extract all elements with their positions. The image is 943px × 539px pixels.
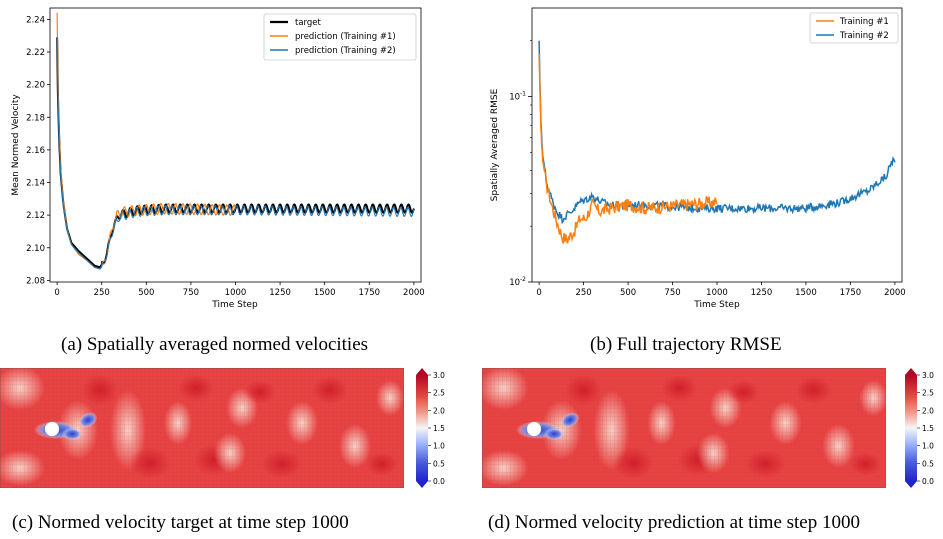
colorbar-tick-label: 2.0 — [922, 406, 934, 415]
series-line-a-1 — [56, 12, 237, 270]
colorbar-tick-label: 1.5 — [922, 424, 934, 433]
xtick-label-b: 750 — [664, 288, 680, 298]
colorbar-tick-label: 3.0 — [922, 371, 934, 380]
xtick-label-a: 1000 — [225, 288, 247, 298]
xtick-label-a: 500 — [138, 288, 154, 298]
colorbar-tick-label: 3.0 — [433, 371, 445, 380]
legend-b-train2: Training #2 — [839, 31, 889, 41]
xtick-label-a: 1500 — [314, 288, 336, 298]
xlabel-b: Time Step — [693, 300, 740, 310]
colorbar-tick-label: 0.0 — [433, 477, 445, 486]
caption-d: (d) Normed velocity prediction at time s… — [488, 512, 860, 533]
colorbar-tick-label: 2.0 — [433, 406, 445, 415]
xlabel-a: Time Step — [211, 300, 258, 310]
ylabel-b: Spatially Averaged RMSE — [490, 88, 500, 201]
ytick-label-b: 10-1 — [509, 91, 526, 103]
colorbar-tick-label: 1.0 — [433, 442, 445, 451]
plot-frame-b — [531, 7, 903, 283]
xtick-label-b: 250 — [575, 288, 591, 298]
ytick-label-a: 2.24 — [26, 15, 45, 25]
colorbar-tick-label: 2.5 — [433, 389, 445, 398]
cylinder-obstacle — [44, 421, 60, 437]
xtick-label-b: 1750 — [840, 288, 862, 298]
ytick-label-a: 2.18 — [26, 113, 45, 123]
ytick-label-a: 2.08 — [26, 276, 45, 286]
ytick-label-a: 2.14 — [26, 179, 45, 189]
ytick-label-b: 10-2 — [509, 276, 526, 288]
field-target — [0, 368, 404, 488]
xtick-label-a: 0 — [54, 288, 59, 298]
series-line-a-2 — [56, 37, 415, 270]
xtick-label-a: 1750 — [358, 288, 380, 298]
colorbar-target: 3.0 2.5 2.0 1.5 1.0 0.5 0.0 — [416, 368, 445, 488]
caption-b: (b) Full trajectory RMSE — [590, 334, 782, 355]
series-line-b-0 — [538, 53, 718, 244]
xtick-label-b: 1000 — [706, 288, 728, 298]
ytick-label-a: 2.22 — [26, 48, 45, 58]
legend-a-pred1: prediction (Training #1) — [295, 32, 396, 42]
xtick-label-a: 1250 — [269, 288, 291, 298]
colorbar-prediction: 3.0 2.5 2.0 1.5 1.0 0.5 0.0 — [905, 368, 934, 488]
colorbar-tick-label: 1.0 — [922, 442, 934, 451]
ytick-label-a: 2.16 — [26, 146, 45, 156]
chart-mean-normed-velocity: 2.08 2.10 2.12 2.14 2.16 2.18 2.20 2.22 2.24 0 25… — [11, 7, 425, 310]
chart-rmse: 10-210-1 0 250 500 750 1000 1250 1500 1750 2000 … — [490, 7, 906, 310]
xtick-label-b: 2000 — [884, 288, 906, 298]
ytick-label-a: 2.20 — [26, 81, 45, 91]
xtick-label-b: 1250 — [751, 288, 773, 298]
colorbar-tick-label: 0.5 — [433, 459, 445, 468]
legend-b: Training #1 Training #2 — [809, 12, 899, 44]
legend-a-target: target — [295, 18, 322, 28]
caption-c: (c) Normed velocity target at time step … — [12, 512, 349, 533]
xtick-label-b: 0 — [536, 288, 541, 298]
legend-b-train1: Training #1 — [839, 17, 889, 27]
ytick-label-a: 2.12 — [26, 211, 45, 221]
colorbar-tick-label: 2.5 — [922, 389, 934, 398]
colorbar-tick-label: 1.5 — [433, 424, 445, 433]
xtick-label-b: 1500 — [795, 288, 817, 298]
xtick-label-a: 2000 — [403, 288, 425, 298]
series-line-b-1 — [538, 40, 896, 225]
legend-a: target prediction (Training #1) predicti… — [263, 13, 417, 61]
legend-a-pred2: prediction (Training #2) — [295, 46, 396, 56]
caption-a: (a) Spatially averaged normed velocities — [61, 334, 369, 355]
xtick-label-b: 500 — [620, 288, 636, 298]
xtick-label-a: 250 — [94, 288, 110, 298]
colorbar-tick-label: 0.0 — [922, 477, 934, 486]
xtick-label-a: 750 — [183, 288, 199, 298]
colorbar-tick-label: 0.5 — [922, 459, 934, 468]
ylabel-a: Mean Normed Velocity — [11, 94, 21, 196]
field-prediction — [482, 368, 886, 488]
ytick-label-a: 2.10 — [26, 244, 45, 254]
cylinder-obstacle — [526, 421, 542, 437]
